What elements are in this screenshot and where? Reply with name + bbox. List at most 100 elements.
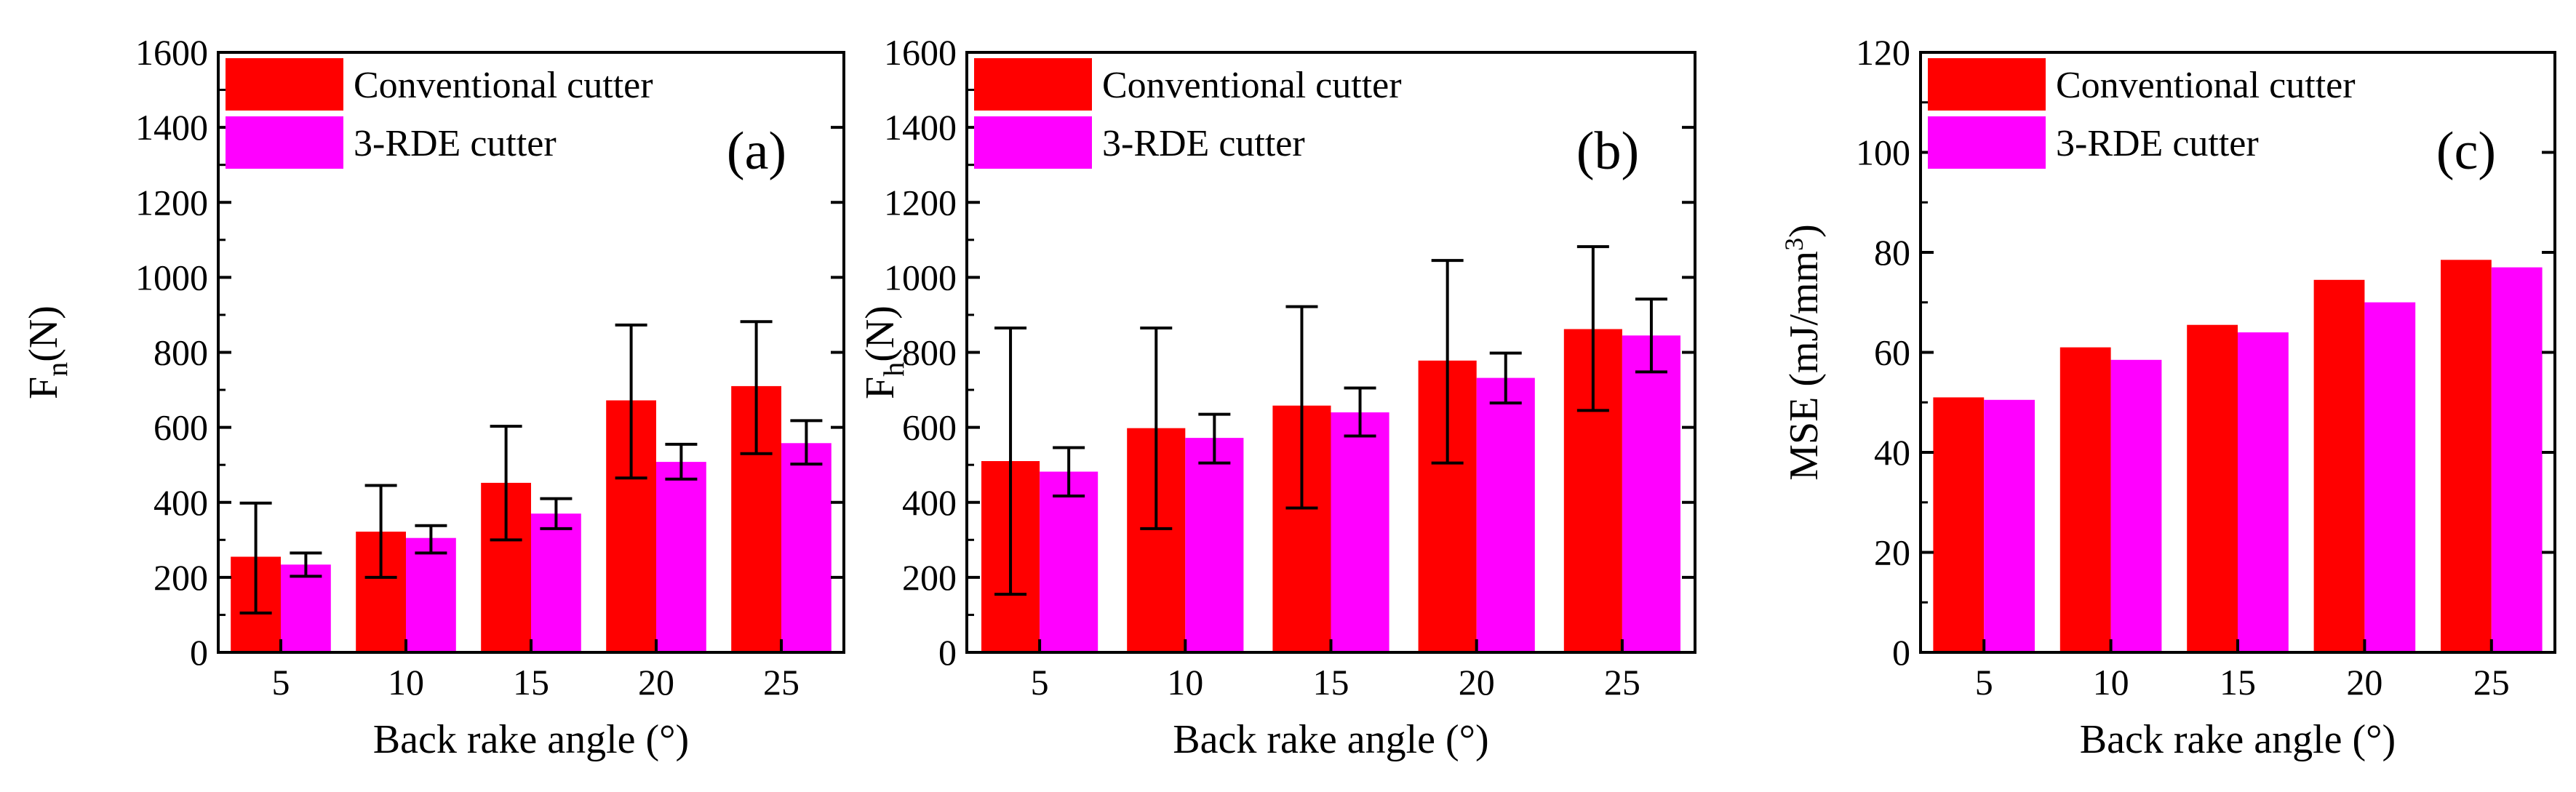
error-bar-rde-25 xyxy=(790,419,823,466)
bar-rde-5 xyxy=(1984,399,2035,652)
y-axis-title-ylabel-sup: 3 xyxy=(1779,238,1809,251)
legend-swatch-conventional xyxy=(226,58,343,111)
bar-conventional-20 xyxy=(2313,279,2365,652)
bar-conventional-5 xyxy=(1933,397,1985,652)
chart-panel-b: 0 200 400 600 800 1000 1200 1400 1600 5 10 15 20 25 Ba… xyxy=(858,32,1696,762)
y-axis-title-ylabel-sub: n xyxy=(41,362,73,377)
error-bar-conventional-10 xyxy=(364,484,397,579)
chart-panel-c: 0 20 40 60 80 100 120 5 10 15 20 25 Back rake angle … xyxy=(1779,32,2556,762)
x-tick-label: 15 xyxy=(2220,662,2256,703)
x-tick-label: 5 xyxy=(272,662,290,703)
y-tick-label: 60 xyxy=(1874,332,1910,373)
error-bar-rde-25 xyxy=(1635,297,1667,374)
bar-rde-10 xyxy=(2110,359,2162,652)
legend-swatch-rde xyxy=(974,116,1092,169)
x-tick-label: 20 xyxy=(2346,662,2382,703)
y-axis-title-ylabel-suffix: (N) xyxy=(858,305,903,362)
x-tick-label: 20 xyxy=(638,662,674,703)
panel-tag: (b) xyxy=(1576,121,1639,181)
y-axis-title-ylabel-tail: ) xyxy=(1782,224,1827,238)
y-axis-title-ylabel: F xyxy=(858,377,903,399)
y-axis-title: MSE (mJ/mm3) xyxy=(1779,224,1827,480)
y-tick-label: 0 xyxy=(1892,632,1910,673)
y-tick-label: 80 xyxy=(1874,232,1910,273)
y-tick-label: 200 xyxy=(902,557,957,598)
legend-swatch-rde xyxy=(1928,116,2046,169)
y-tick-label: 20 xyxy=(1874,532,1910,573)
bar-rde-15 xyxy=(531,513,581,652)
bar-rde-15 xyxy=(2238,332,2289,652)
error-bar-rde-20 xyxy=(665,442,698,481)
error-bar-rde-10 xyxy=(415,524,447,555)
bar-rde-25 xyxy=(1622,335,1680,652)
x-tick-label: 25 xyxy=(763,662,799,703)
y-tick-label: 0 xyxy=(938,632,957,673)
bar-rde-25 xyxy=(781,443,832,652)
bar-rde-10 xyxy=(406,537,456,652)
error-bar-conventional-25 xyxy=(1576,245,1609,412)
y-axis-title: Fn(N) xyxy=(21,305,73,399)
legend-swatch-rde xyxy=(226,116,343,169)
bar-rde-15 xyxy=(1331,412,1389,652)
legend-label-conventional: Conventional cutter xyxy=(354,65,653,106)
y-tick-label: 40 xyxy=(1874,432,1910,473)
y-tick-label: 800 xyxy=(902,332,957,373)
chart-panel-a: 0 200 400 600 800 1000 1200 1400 1600 5 10 15 20 25 Ba… xyxy=(21,32,845,762)
bar-rde-10 xyxy=(1185,438,1244,652)
y-tick-label: 800 xyxy=(153,332,208,373)
plot-frame xyxy=(217,51,845,654)
bar-rde-20 xyxy=(656,462,706,652)
x-tick-label: 25 xyxy=(2473,662,2510,703)
y-tick-label: 1200 xyxy=(884,182,957,223)
y-tick-label: 1200 xyxy=(135,182,208,223)
legend-label-conventional: Conventional cutter xyxy=(1102,65,1402,106)
y-axis-title: Fh(N) xyxy=(858,305,910,399)
y-axis-title-ylabel-suffix: (N) xyxy=(21,305,66,362)
error-bar-conventional-5 xyxy=(994,326,1027,596)
y-tick-label: 100 xyxy=(1856,132,1910,173)
y-tick-label: 120 xyxy=(1856,32,1910,73)
y-axis-title-ylabel: MSE (mJ/mm xyxy=(1782,251,1827,481)
legend-label-rde: 3-RDE cutter xyxy=(2056,123,2259,164)
legend-swatch-conventional xyxy=(1928,58,2046,111)
y-tick-label: 200 xyxy=(153,557,208,598)
error-bar-rde-15 xyxy=(540,497,573,530)
error-bar-conventional-5 xyxy=(239,501,272,615)
error-bar-conventional-20 xyxy=(1431,259,1464,465)
x-tick-label: 15 xyxy=(1313,662,1349,703)
bar-rde-5 xyxy=(281,564,331,652)
panel-tag: (c) xyxy=(2436,121,2496,181)
bar-rde-20 xyxy=(1476,377,1535,652)
error-bar-rde-5 xyxy=(290,551,322,578)
y-axis-title-ylabel: F xyxy=(21,377,66,399)
x-tick-label: 20 xyxy=(1459,662,1495,703)
y-tick-label: 1600 xyxy=(884,32,957,73)
error-bar-conventional-15 xyxy=(490,425,522,542)
x-tick-label: 10 xyxy=(2093,662,2129,703)
plot-frame xyxy=(1919,51,2556,654)
y-tick-label: 400 xyxy=(153,482,208,523)
x-tick-label: 10 xyxy=(1167,662,1203,703)
x-tick-label: 10 xyxy=(388,662,424,703)
y-tick-label: 0 xyxy=(190,632,208,673)
x-tick-label: 15 xyxy=(513,662,549,703)
y-tick-label: 1000 xyxy=(884,257,957,297)
error-bar-conventional-15 xyxy=(1285,305,1318,510)
y-axis-title-ylabel-sub: h xyxy=(877,362,910,377)
error-bar-rde-5 xyxy=(1053,446,1085,497)
y-tick-label: 1400 xyxy=(884,107,957,148)
bar-conventional-10 xyxy=(2059,347,2111,652)
plot-frame xyxy=(965,51,1696,654)
bar-conventional-15 xyxy=(2187,324,2238,652)
x-axis-title: Back rake angle (°) xyxy=(2080,717,2396,762)
x-axis-title: Back rake angle (°) xyxy=(373,717,689,762)
error-bar-conventional-25 xyxy=(740,320,773,455)
error-bar-rde-20 xyxy=(1489,351,1522,405)
x-axis-title: Back rake angle (°) xyxy=(1173,717,1488,762)
y-tick-label: 1000 xyxy=(135,257,208,297)
bar-conventional-25 xyxy=(2441,260,2492,652)
x-tick-label: 5 xyxy=(1031,662,1049,703)
legend-label-rde: 3-RDE cutter xyxy=(1102,123,1305,164)
panel-tag: (a) xyxy=(727,121,786,181)
